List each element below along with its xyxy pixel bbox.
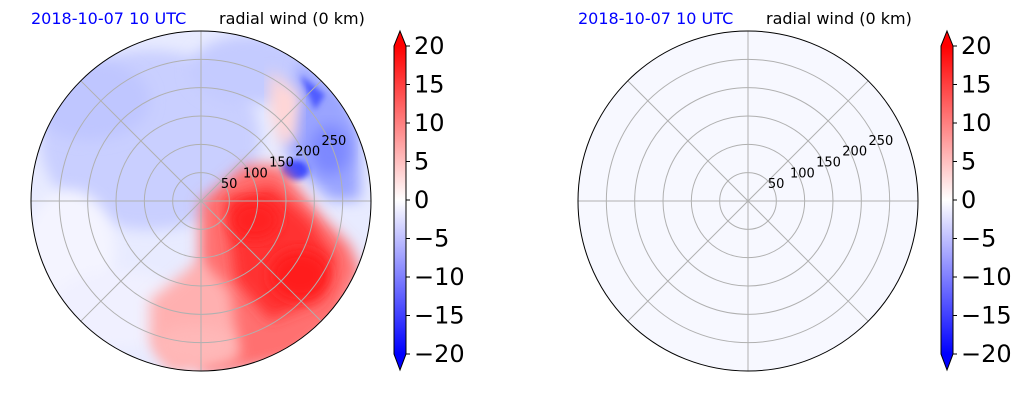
panel-left-title-date: 2018-10-07 10 UTC bbox=[31, 9, 186, 28]
colorbar-tick-label: 0 bbox=[414, 186, 429, 214]
panel-left-colorbar: 20 15 10 5 0 −5 −10 −15 −20 bbox=[393, 29, 465, 372]
colorbar-tick-label: 5 bbox=[961, 148, 976, 176]
radial-tick-label: 250 bbox=[868, 134, 893, 149]
panel-right: 2018-10-07 10 UTC radial wind (0 km) 501… bbox=[577, 9, 1012, 372]
radial-tick-label: 250 bbox=[321, 134, 346, 149]
panel-left-title-var: radial wind (0 km) bbox=[219, 9, 365, 28]
colorbar-tick-label: 20 bbox=[414, 32, 445, 60]
panel-right-title-var: radial wind (0 km) bbox=[766, 9, 912, 28]
colorbar-tick-label: 0 bbox=[961, 186, 976, 214]
radial-tick-label: 150 bbox=[269, 155, 294, 170]
radial-tick-label: 150 bbox=[816, 155, 841, 170]
colorbar-extend-min bbox=[941, 354, 953, 370]
angular-gridline bbox=[627, 80, 869, 322]
colorbar-extend-max bbox=[941, 31, 953, 46]
colorbar-tick-label: 20 bbox=[961, 32, 992, 60]
colorbar-tick-label: −15 bbox=[414, 302, 465, 330]
radial-tick-label: 200 bbox=[295, 145, 320, 160]
colorbar-tick-label: −15 bbox=[961, 302, 1012, 330]
colorbar-tick-label: −20 bbox=[961, 340, 1012, 368]
colorbar-tick-label: −5 bbox=[961, 225, 996, 253]
radial-tick-label: 100 bbox=[790, 166, 815, 181]
angular-gridline bbox=[80, 80, 322, 322]
panel-left-grid bbox=[30, 30, 372, 372]
colorbar-gradient bbox=[394, 46, 406, 354]
colorbar-tick-label: 10 bbox=[961, 109, 992, 137]
panel-right-grid bbox=[577, 30, 919, 372]
colorbar-extend-max bbox=[394, 31, 406, 46]
colorbar-tick-label: 5 bbox=[414, 148, 429, 176]
colorbar-tick-label: 10 bbox=[414, 109, 445, 137]
radial-tick-label: 200 bbox=[842, 145, 867, 160]
radial-tick-label: 50 bbox=[768, 177, 785, 192]
radial-tick-label: 100 bbox=[243, 166, 268, 181]
colorbar-tick-label: −10 bbox=[414, 263, 465, 291]
radial-tick-label: 50 bbox=[221, 177, 238, 192]
colorbar-extend-min bbox=[394, 354, 406, 370]
colorbar-gradient bbox=[941, 46, 953, 354]
panel-left: 2018-10-07 10 UTC radial wind (0 km) bbox=[30, 9, 465, 372]
colorbar-tick-label: 15 bbox=[961, 71, 992, 99]
colorbar-tick-label: −20 bbox=[414, 340, 465, 368]
colorbar-tick-label: −10 bbox=[961, 263, 1012, 291]
panel-right-title-date: 2018-10-07 10 UTC bbox=[578, 9, 733, 28]
colorbar-tick-label: −5 bbox=[414, 225, 449, 253]
panel-right-colorbar: 20 15 10 5 0 −5 −10 −15 −20 bbox=[940, 29, 1012, 372]
colorbar-tick-label: 15 bbox=[414, 71, 445, 99]
